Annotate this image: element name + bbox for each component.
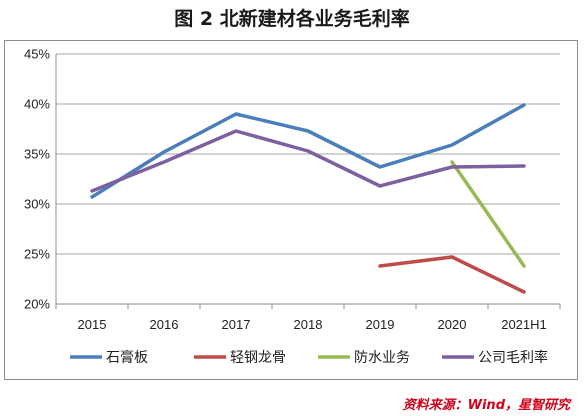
x-tick-label: 2016 — [150, 317, 179, 332]
series-line-轻钢龙骨 — [378, 255, 526, 294]
x-tick-label: 2015 — [78, 317, 107, 332]
series-line-石膏板 — [90, 103, 526, 199]
legend-label: 防水业务 — [354, 350, 410, 366]
y-tick-label: 35% — [24, 147, 50, 162]
x-tick-label: 2020 — [438, 317, 467, 332]
x-tick-label: 2018 — [294, 317, 323, 332]
chart-title: 图 2 北新建材各业务毛利率 — [174, 8, 410, 30]
series-lines — [90, 103, 526, 294]
y-tick-label: 30% — [24, 197, 50, 212]
legend-label: 轻钢龙骨 — [230, 350, 286, 366]
y-tick-label: 20% — [24, 297, 50, 312]
axes — [55, 54, 561, 309]
x-tick-label: 2017 — [222, 317, 251, 332]
x-tick-label: 2019 — [366, 317, 395, 332]
legend-label: 石膏板 — [106, 349, 148, 366]
y-tick-label: 25% — [24, 247, 50, 262]
y-tick-label: 40% — [24, 97, 50, 112]
series-line-防水业务 — [450, 160, 526, 268]
tick-labels: 20% 25% 30% 35% 40% 45% 2015 2016 2017 2018 2019 20… — [24, 47, 547, 333]
y-tick-label: 45% — [24, 47, 50, 62]
x-tick-label: 2021H1 — [501, 317, 547, 332]
chart-frame — [4, 40, 578, 380]
source-note: 资料来源：Wind，星智研究 — [402, 398, 570, 413]
gridlines — [56, 53, 560, 305]
legend-label: 公司毛利率 — [478, 349, 548, 366]
legend: 石膏板 轻钢龙骨 防水业务 公司毛利率 — [70, 349, 548, 366]
series-line-公司毛利率 — [90, 129, 526, 193]
